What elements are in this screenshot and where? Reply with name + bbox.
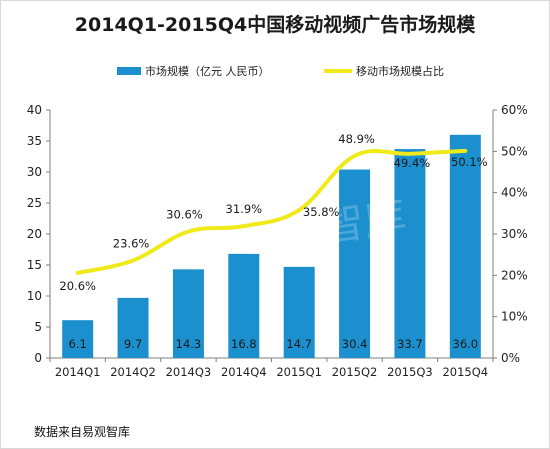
bar-value-label: 33.7: [397, 337, 423, 351]
line-value-label: 20.6%: [59, 279, 96, 293]
y-left-tick-label: 15: [27, 258, 42, 272]
y-left-tick-label: 40: [27, 103, 42, 117]
line-value-label: 50.1%: [451, 155, 488, 169]
legend-label-bar: 市场规模（亿元 人民币）: [145, 64, 270, 78]
bar-value-label: 16.8: [231, 337, 257, 351]
x-tick-label: 2015Q1: [276, 365, 322, 379]
y-left-tick-label: 5: [34, 320, 42, 334]
y-left-tick-label: 25: [27, 196, 42, 210]
x-tick-label: 2015Q3: [387, 365, 433, 379]
bar: [449, 134, 481, 358]
bar-value-label: 9.7: [124, 337, 142, 351]
x-tick-label: 2014Q2: [110, 365, 156, 379]
bar: [172, 269, 204, 358]
line-value-label: 48.9%: [338, 132, 375, 146]
bar-value-label: 36.0: [453, 337, 479, 351]
legend-label-line: 移动市场规模占比: [356, 64, 444, 78]
bar: [394, 149, 426, 358]
line-value-label: 35.8%: [303, 205, 340, 219]
legend-swatch-bar: [117, 67, 141, 75]
line-value-label: 31.9%: [226, 202, 263, 216]
y-right-tick-label: 30%: [501, 227, 528, 241]
bar: [283, 266, 315, 358]
y-left-tick-label: 20: [27, 227, 42, 241]
x-tick-label: 2015Q4: [442, 365, 488, 379]
bar-value-label: 14.7: [286, 337, 312, 351]
y-left-tick-label: 35: [27, 134, 42, 148]
bar: [228, 253, 260, 358]
y-right-tick-label: 10%: [501, 310, 528, 324]
bar-value-label: 14.3: [176, 337, 202, 351]
bar: [117, 297, 149, 358]
chart-title: 2014Q1-2015Q4中国移动视频广告市场规模: [74, 14, 476, 36]
y-left-tick-label: 10: [27, 289, 42, 303]
y-left-tick-label: 0: [34, 351, 42, 365]
line-value-label: 30.6%: [166, 208, 203, 222]
bar-value-label: 6.1: [69, 337, 87, 351]
source-note: 数据来自易观智库: [34, 425, 131, 439]
bar-value-label: 30.4: [342, 337, 368, 351]
legend: 市场规模（亿元 人民币） 移动市场规模占比: [117, 64, 444, 78]
line-value-label: 49.4%: [394, 156, 431, 170]
y-right-tick-label: 50%: [501, 144, 528, 158]
y-right-tick-label: 0%: [501, 351, 520, 365]
x-tick-label: 2015Q2: [332, 365, 378, 379]
y-right-tick-label: 20%: [501, 268, 528, 282]
bar: [339, 169, 371, 358]
bar: [62, 320, 94, 358]
x-tick-label: 2014Q1: [55, 365, 101, 379]
series-line-share: [75, 148, 468, 275]
y-right-tick-label: 60%: [501, 103, 528, 117]
x-tick-label: 2014Q4: [221, 365, 267, 379]
x-tick-label: 2014Q3: [166, 365, 212, 379]
line-value-label: 23.6%: [113, 236, 150, 250]
y-left-tick-label: 30: [27, 165, 42, 179]
y-right-tick-label: 40%: [501, 186, 528, 200]
